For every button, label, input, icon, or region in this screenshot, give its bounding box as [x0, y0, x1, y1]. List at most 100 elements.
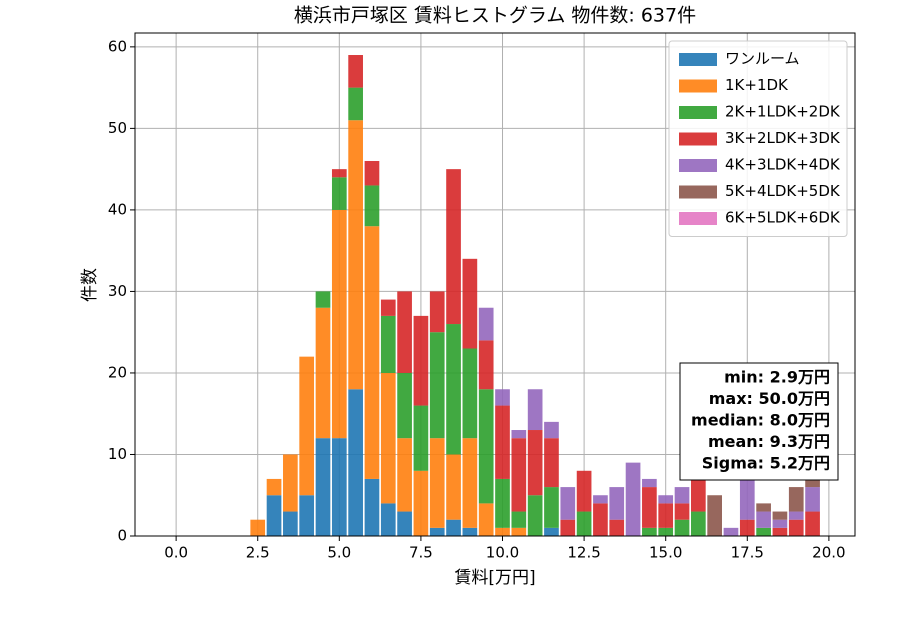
- bar-segment: [413, 315, 429, 406]
- bar-segment: [413, 470, 429, 536]
- bar-segment: [364, 226, 380, 479]
- bar-segment: [331, 209, 347, 439]
- bar-segment: [544, 487, 559, 528]
- bar-segment: [283, 454, 298, 512]
- y-tick-label: 60: [108, 37, 127, 55]
- bar-segment: [397, 438, 412, 512]
- bar-segment: [364, 478, 380, 536]
- bar-segment: [331, 177, 347, 210]
- bar-segment: [462, 438, 478, 528]
- bar-segment: [658, 495, 674, 504]
- bar-segment: [397, 511, 412, 536]
- bar-segment: [658, 503, 674, 528]
- bar-segment: [511, 430, 527, 439]
- bar-segment: [266, 478, 282, 496]
- bar-segment: [266, 495, 282, 536]
- bar-segment: [788, 511, 804, 520]
- bar-segment: [560, 519, 576, 536]
- bar-segment: [250, 519, 266, 536]
- bar-segment: [462, 258, 478, 349]
- bar-segment: [364, 185, 380, 227]
- bar-segment: [315, 307, 331, 439]
- legend-label: 2K+1LDK+2DK: [725, 103, 841, 121]
- bar-segment: [315, 438, 331, 536]
- bar-segment: [413, 405, 429, 471]
- bar-segment: [756, 511, 771, 528]
- bar-segment: [380, 299, 396, 316]
- bar-segment: [299, 356, 315, 496]
- bar-segment: [446, 454, 461, 520]
- bar-segment: [380, 315, 396, 373]
- x-axis-label: 賃料[万円]: [454, 568, 535, 588]
- legend-label: 5K+4LDK+5DK: [725, 182, 841, 200]
- y-tick-label: 20: [108, 363, 127, 381]
- bar-segment: [511, 527, 527, 536]
- legend-label: ワンルーム: [725, 50, 800, 68]
- bar-segment: [331, 169, 347, 178]
- legend-swatch: [679, 212, 717, 225]
- y-tick-label: 10: [108, 445, 127, 463]
- legend-label: 3K+2LDK+3DK: [725, 129, 841, 147]
- bar-segment: [690, 478, 706, 512]
- bar-segment: [609, 487, 625, 520]
- bar-segment: [429, 527, 445, 536]
- bar-segment: [348, 87, 363, 121]
- bar-segment: [560, 487, 576, 520]
- bar-segment: [805, 487, 820, 512]
- bar-segment: [478, 503, 494, 536]
- bar-segment: [756, 503, 771, 512]
- chart-title: 横浜市戸塚区 賃料ヒストグラム 物件数: 637件: [294, 5, 696, 27]
- bar-segment: [772, 527, 788, 536]
- bar-segment: [723, 527, 739, 536]
- legend-swatch: [679, 106, 717, 119]
- bar-segment: [674, 519, 690, 536]
- legend-label: 6K+5LDK+6DK: [725, 209, 841, 227]
- bar-segment: [642, 478, 657, 488]
- bar-segment: [495, 389, 510, 406]
- bar-segment: [739, 519, 755, 536]
- bar-segment: [625, 462, 641, 536]
- x-tick-label: 17.5: [731, 544, 764, 562]
- bar-segment: [478, 340, 494, 390]
- stats-frame: [679, 362, 839, 481]
- bar-segment: [495, 527, 510, 536]
- bar-segment: [576, 511, 592, 536]
- x-tick-label: 10.0: [486, 544, 519, 562]
- x-tick-label: 15.0: [649, 544, 682, 562]
- bar-segment: [478, 307, 494, 341]
- bar-segment: [429, 291, 445, 333]
- y-tick-label: 30: [108, 282, 127, 300]
- stats-text: mean: 9.3万円: [708, 432, 830, 451]
- y-axis-label: 件数: [80, 268, 100, 302]
- bar-segment: [788, 519, 804, 536]
- bar-segment: [511, 438, 527, 512]
- bar-segment: [397, 372, 412, 439]
- bar-segment: [511, 511, 527, 528]
- plot-frame: [134, 32, 856, 537]
- bar-segment: [462, 348, 478, 439]
- legend-swatch: [679, 159, 717, 172]
- x-tick-label: 2.5: [246, 544, 270, 562]
- bar-segment: [642, 527, 657, 536]
- legend-label: 4K+3LDK+4DK: [725, 156, 841, 174]
- bar-segment: [397, 291, 412, 373]
- legend-swatch: [679, 79, 717, 93]
- bar-segment: [299, 495, 315, 536]
- stats-text: min: 2.9万円: [724, 368, 830, 387]
- bar-segment: [331, 438, 347, 536]
- bar-segment: [674, 503, 690, 520]
- bar-segment: [707, 495, 722, 536]
- bar-segment: [756, 527, 771, 536]
- bar-segment: [478, 389, 494, 504]
- y-tick-label: 50: [108, 119, 127, 137]
- bar-segment: [462, 527, 478, 536]
- bar-segment: [348, 389, 363, 536]
- bar-segment: [772, 511, 788, 520]
- bar-segment: [348, 120, 363, 390]
- x-tick-label: 7.5: [409, 544, 433, 562]
- bar-segment: [380, 503, 396, 536]
- bar-segment: [429, 332, 445, 439]
- x-tick-label: 5.0: [327, 544, 351, 562]
- bar-segment: [446, 519, 461, 536]
